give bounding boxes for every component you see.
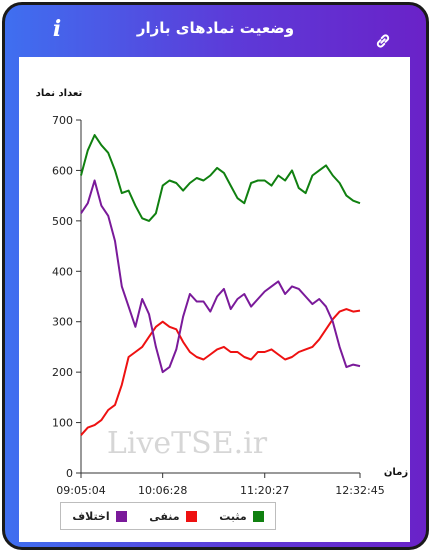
series-line-positive bbox=[80, 134, 361, 222]
legend-item-negative[interactable]: منفی bbox=[149, 509, 197, 523]
chart-legend: مثبت منفی اختلاف bbox=[60, 502, 276, 530]
legend-label-difference: اختلاف bbox=[72, 509, 110, 523]
y-tick-label: 0 bbox=[66, 467, 73, 480]
x-axis-label: زمان bbox=[384, 467, 408, 478]
legend-swatch-difference bbox=[115, 510, 127, 522]
watermark-text: LiveTSE.ir bbox=[107, 426, 268, 461]
legend-item-difference[interactable]: اختلاف bbox=[72, 509, 127, 523]
legend-swatch-positive bbox=[252, 510, 264, 522]
link-icon[interactable] bbox=[373, 31, 393, 51]
y-tick-label: 700 bbox=[52, 114, 73, 127]
widget-title: وضعیت نمادهای بازار bbox=[136, 19, 295, 37]
series-line-negative bbox=[80, 308, 361, 436]
x-tick-label: 09:05:04 bbox=[56, 484, 105, 497]
y-tick-label: 600 bbox=[52, 164, 73, 177]
x-tick-label: 11:20:27 bbox=[240, 484, 289, 497]
legend-item-positive[interactable]: مثبت bbox=[219, 509, 264, 523]
header-bar: i وضعیت نمادهای بازار bbox=[5, 5, 426, 57]
legend-swatch-negative bbox=[185, 510, 197, 522]
y-axis-label: تعداد نماد bbox=[36, 88, 83, 99]
y-tick-label: 400 bbox=[52, 265, 73, 278]
y-tick-label: 500 bbox=[52, 215, 73, 228]
y-tick-label: 200 bbox=[52, 366, 73, 379]
market-status-chart: LiveTSE.ir 0 100 200 300 400 500 600 700 09:05:04… bbox=[36, 88, 409, 497]
y-tick-label: 300 bbox=[52, 316, 73, 329]
legend-label-positive: مثبت bbox=[219, 509, 247, 523]
info-icon[interactable]: i bbox=[52, 16, 62, 42]
widget-frame: i وضعیت نمادهای بازار LiveTSE.ir 0 100 200 3… bbox=[2, 2, 429, 550]
series-line-difference bbox=[80, 179, 361, 374]
x-tick-label: 12:32:45 bbox=[335, 484, 384, 497]
y-tick-label: 100 bbox=[52, 417, 73, 430]
x-tick-label: 10:06:28 bbox=[138, 484, 187, 497]
chart-panel: LiveTSE.ir 0 100 200 300 400 500 600 700 09:05:04… bbox=[19, 57, 410, 542]
legend-label-negative: منفی bbox=[149, 509, 180, 523]
